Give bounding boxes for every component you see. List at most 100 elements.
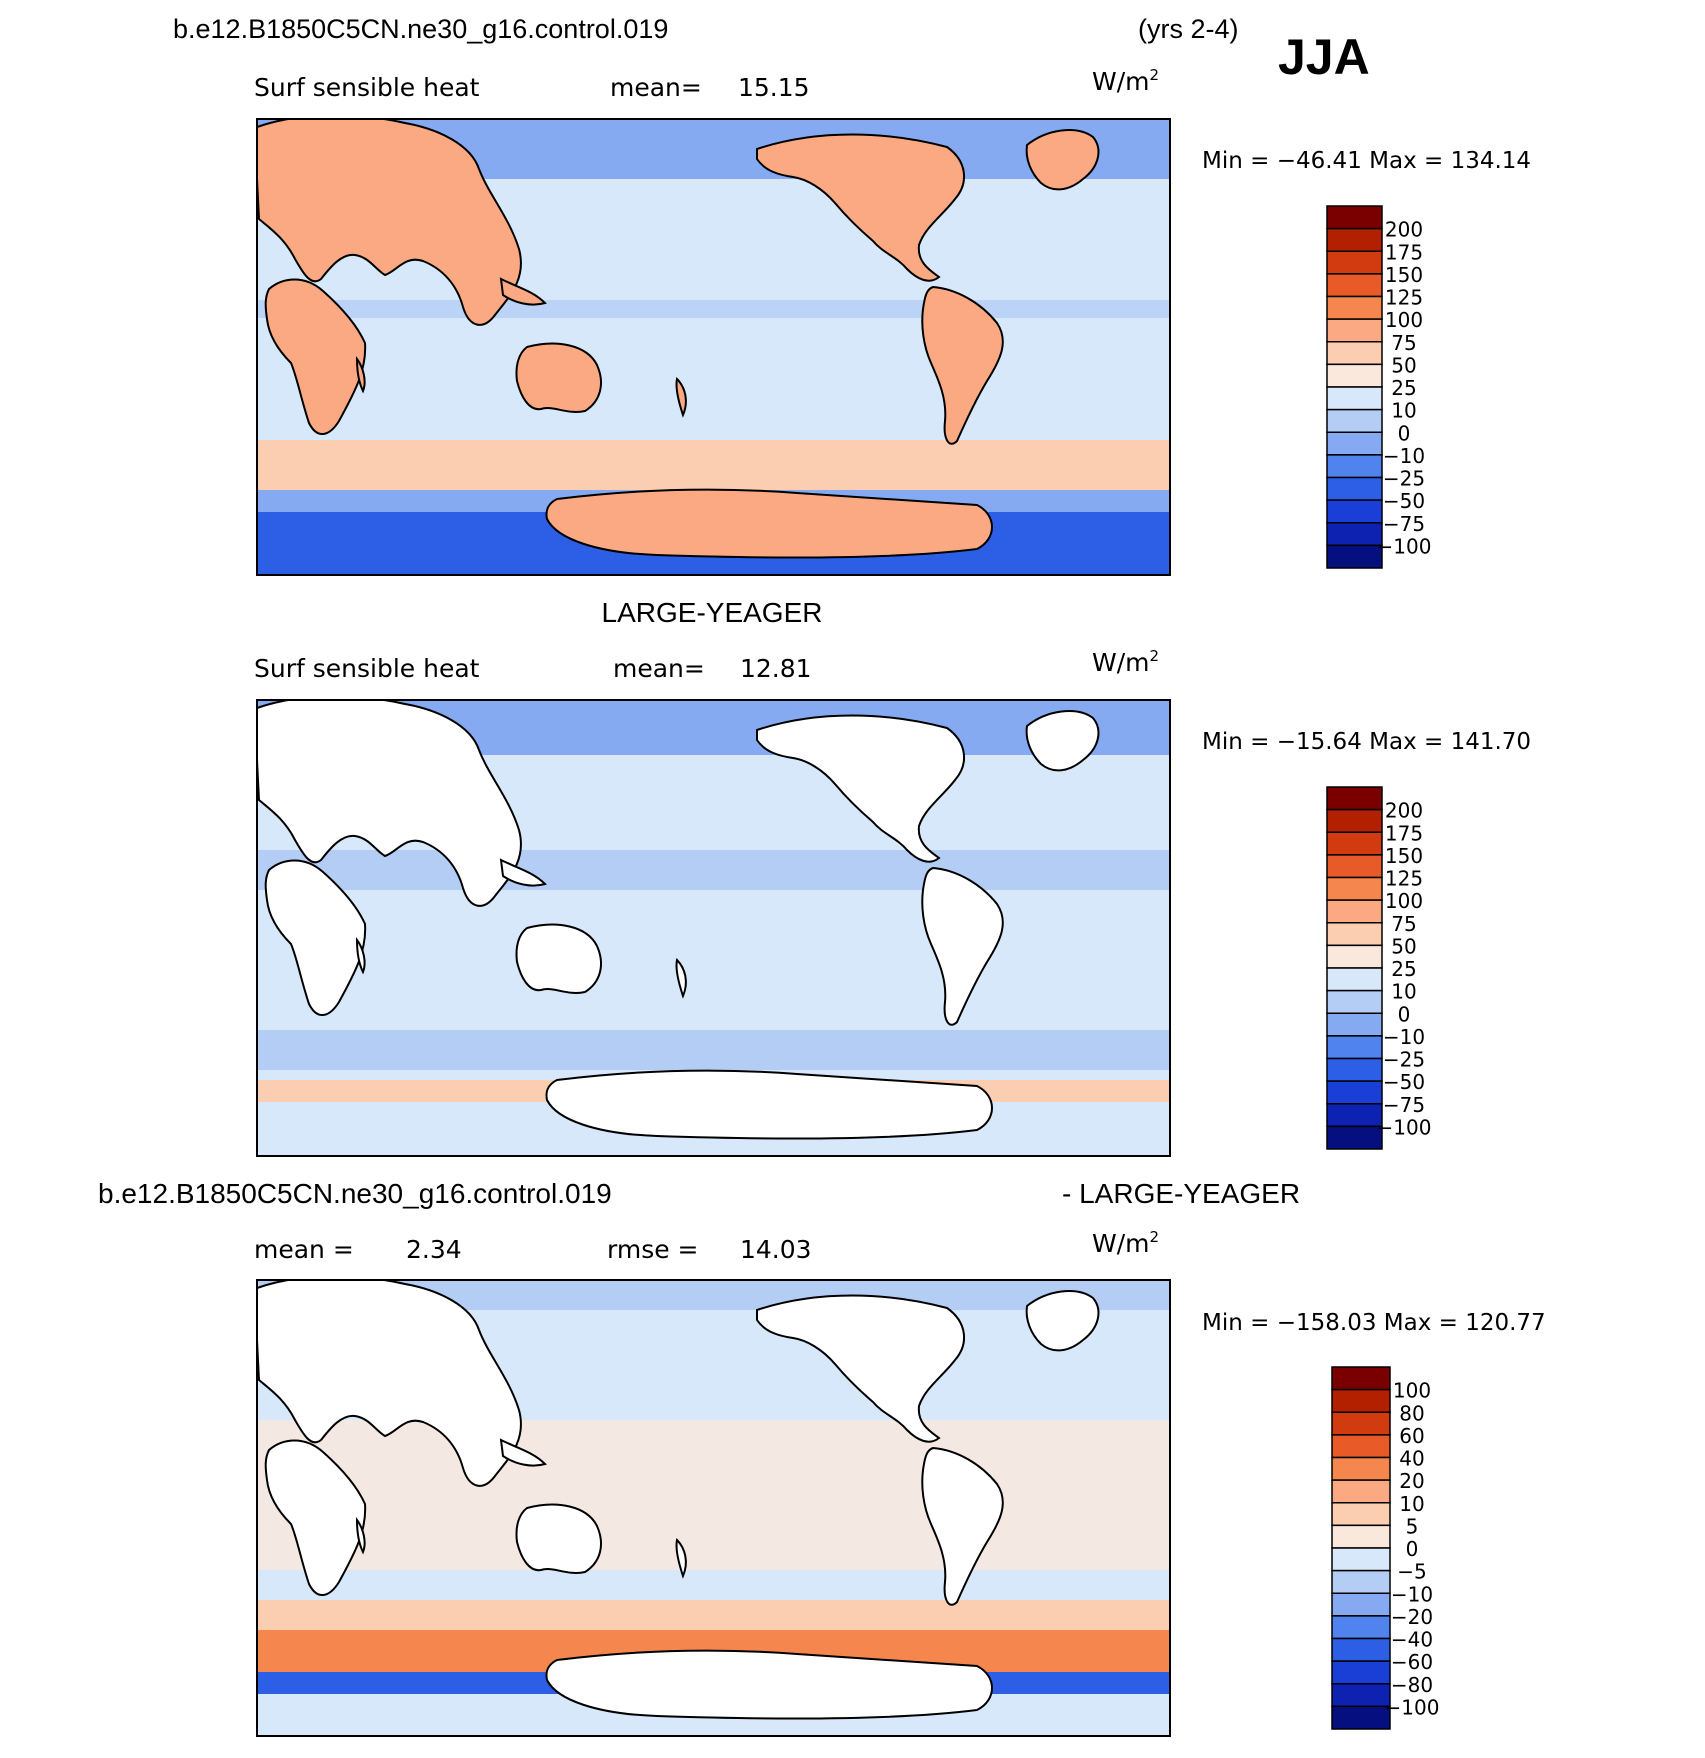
panel-3-mean-value: 2.34 [406, 1235, 462, 1264]
colorbar-3-tick-label: 40 [1399, 1447, 1424, 1471]
colorbar-3-swatch [1331, 1705, 1391, 1730]
colorbar-1-tick-label: −50 [1383, 489, 1425, 513]
panel-1-title-left: Surf sensible heat [254, 73, 480, 102]
colorbar-3-tick-label: 0 [1406, 1537, 1419, 1561]
colorbar-3-swatch [1331, 1479, 1391, 1504]
colorbar-3-swatch [1331, 1456, 1391, 1481]
panel-1-mean-label: mean= [610, 73, 702, 102]
panel-2-minmax: Min = −15.64 Max = 141.70 [1202, 729, 1531, 755]
colorbar-3-tick-label: 20 [1399, 1469, 1424, 1493]
colorbar-2-swatch [1326, 1012, 1383, 1037]
colorbar-3-swatch [1331, 1524, 1391, 1549]
panel-3-rmse-value: 14.03 [740, 1235, 812, 1264]
colorbar-3-swatch [1331, 1660, 1391, 1685]
colorbar-3-swatch [1331, 1637, 1391, 1662]
colorbar-1-tick-label: 50 [1391, 353, 1416, 377]
colorbar-2-swatch [1326, 944, 1383, 969]
colorbar-2-swatch [1326, 831, 1383, 856]
colorbar-2-swatch [1326, 854, 1383, 879]
colorbar-2-swatch [1326, 989, 1383, 1014]
panel-2: LARGE-YEAGER Surf sensible heat mean= 12… [254, 597, 1531, 1157]
colorbar-1-swatch [1326, 454, 1383, 479]
colorbar-1-tick-label: −10 [1383, 444, 1425, 468]
colorbar-2-swatch [1326, 876, 1383, 901]
colorbar-3-swatch [1331, 1569, 1391, 1594]
panel-2-mean-label: mean= [613, 654, 705, 683]
panel-3-map [257, 1280, 1170, 1736]
colorbar-1-swatch [1326, 273, 1383, 298]
panel-2-units: W/m2 [1092, 647, 1159, 677]
panel-3-heading-left: b.e12.B1850C5CN.ne30_g16.control.019 [98, 1178, 612, 1209]
panel-3-frame [256, 1279, 1171, 1737]
colorbar-3-tick-label: 10 [1399, 1492, 1424, 1516]
colorbar-1-swatch [1326, 318, 1383, 343]
colorbar-1-swatch [1326, 499, 1383, 524]
colorbar-2-tick-label: −50 [1383, 1070, 1425, 1094]
colorbar-2-swatch [1326, 808, 1383, 833]
panel-3-rmse-label: rmse = [607, 1235, 699, 1264]
colorbar-3-swatch [1331, 1615, 1391, 1640]
panel-3: b.e12.B1850C5CN.ne30_g16.control.019 - L… [98, 1178, 1546, 1737]
colorbar-2-swatch [1326, 1125, 1383, 1150]
panel-2-title-left: Surf sensible heat [254, 654, 480, 683]
colorbar-1-swatch [1326, 476, 1383, 501]
colorbar-1-swatch [1326, 341, 1383, 366]
panel-1: Surf sensible heat mean= 15.15 W/m2 Min … [254, 66, 1531, 576]
panel-2-map [257, 700, 1170, 1156]
colorbar-3-tick-label: −100 [1385, 1695, 1440, 1719]
colorbar-3-tick-label: 100 [1393, 1379, 1431, 1403]
colorbar-2-tick-label: −75 [1383, 1093, 1425, 1117]
colorbar-2-tick-label: −25 [1383, 1048, 1425, 1072]
colorbar-2-swatch [1326, 786, 1383, 811]
colorbar-2-tick-label: 10 [1391, 980, 1416, 1004]
colorbar-1-tick-label: −25 [1383, 467, 1425, 491]
colorbar-1-swatch [1326, 295, 1383, 320]
panel-3-units: W/m2 [1092, 1228, 1159, 1258]
colorbar-1-swatch [1326, 363, 1383, 388]
panel-1-map [257, 119, 1170, 575]
colorbar-2-tick-label: 25 [1391, 957, 1416, 981]
colorbar-3-tick-label: −5 [1397, 1560, 1426, 1584]
panel-2-heading: LARGE-YEAGER [602, 597, 823, 628]
colorbar-3-tick-label: −80 [1391, 1673, 1433, 1697]
colorbar-3-swatch [1331, 1388, 1391, 1413]
colorbar-1-swatch [1326, 205, 1383, 230]
colorbar-2-tick-label: 100 [1385, 889, 1423, 913]
colorbar-1-tick-label: −100 [1377, 534, 1432, 558]
panel-3-mean-label: mean = [254, 1235, 354, 1264]
panel-1-frame [256, 118, 1171, 576]
colorbar-1-tick-label: 10 [1391, 399, 1416, 423]
colorbar-3-tick-label: −20 [1391, 1605, 1433, 1629]
colorbar-2-swatch [1326, 1080, 1383, 1105]
colorbar-3-tick-label: −60 [1391, 1650, 1433, 1674]
colorbar-1-tick-label: 200 [1385, 218, 1423, 242]
case-title: b.e12.B1850C5CN.ne30_g16.control.019 [173, 14, 668, 44]
colorbar-1-tick-label: 175 [1385, 240, 1423, 264]
colorbar-1-swatch [1326, 227, 1383, 252]
colorbar-1-tick-label: 150 [1385, 263, 1423, 287]
colorbar-3-swatch [1331, 1434, 1391, 1459]
colorbar-3-swatch [1331, 1411, 1391, 1436]
panel-1-units: W/m2 [1092, 66, 1159, 96]
colorbar-1-swatch [1326, 386, 1383, 411]
colorbar-3-tick-label: −40 [1391, 1628, 1433, 1652]
colorbar-1-swatch [1326, 408, 1383, 433]
season-label: JJA [1278, 29, 1370, 85]
colorbar-1-tick-label: −75 [1383, 512, 1425, 536]
colorbar-3-swatch [1331, 1683, 1391, 1708]
colorbar-1-tick-label: 0 [1398, 421, 1411, 445]
colorbar-1-tick-label: 100 [1385, 308, 1423, 332]
colorbar-3-swatch [1331, 1547, 1391, 1572]
panel-3-heading-right: - LARGE-YEAGER [1062, 1178, 1300, 1209]
colorbar-1-tick-label: 75 [1391, 331, 1416, 355]
panel-2-frame [256, 699, 1171, 1157]
colorbar-3-tick-label: 60 [1399, 1424, 1424, 1448]
colorbar-2-tick-label: 50 [1391, 934, 1416, 958]
colorbar-2-swatch [1326, 899, 1383, 924]
colorbar-2-tick-label: −100 [1377, 1115, 1432, 1139]
colorbar-3-swatch [1331, 1502, 1391, 1527]
colorbar-3-tick-label: 80 [1399, 1401, 1424, 1425]
colorbar-2-tick-label: 150 [1385, 844, 1423, 868]
